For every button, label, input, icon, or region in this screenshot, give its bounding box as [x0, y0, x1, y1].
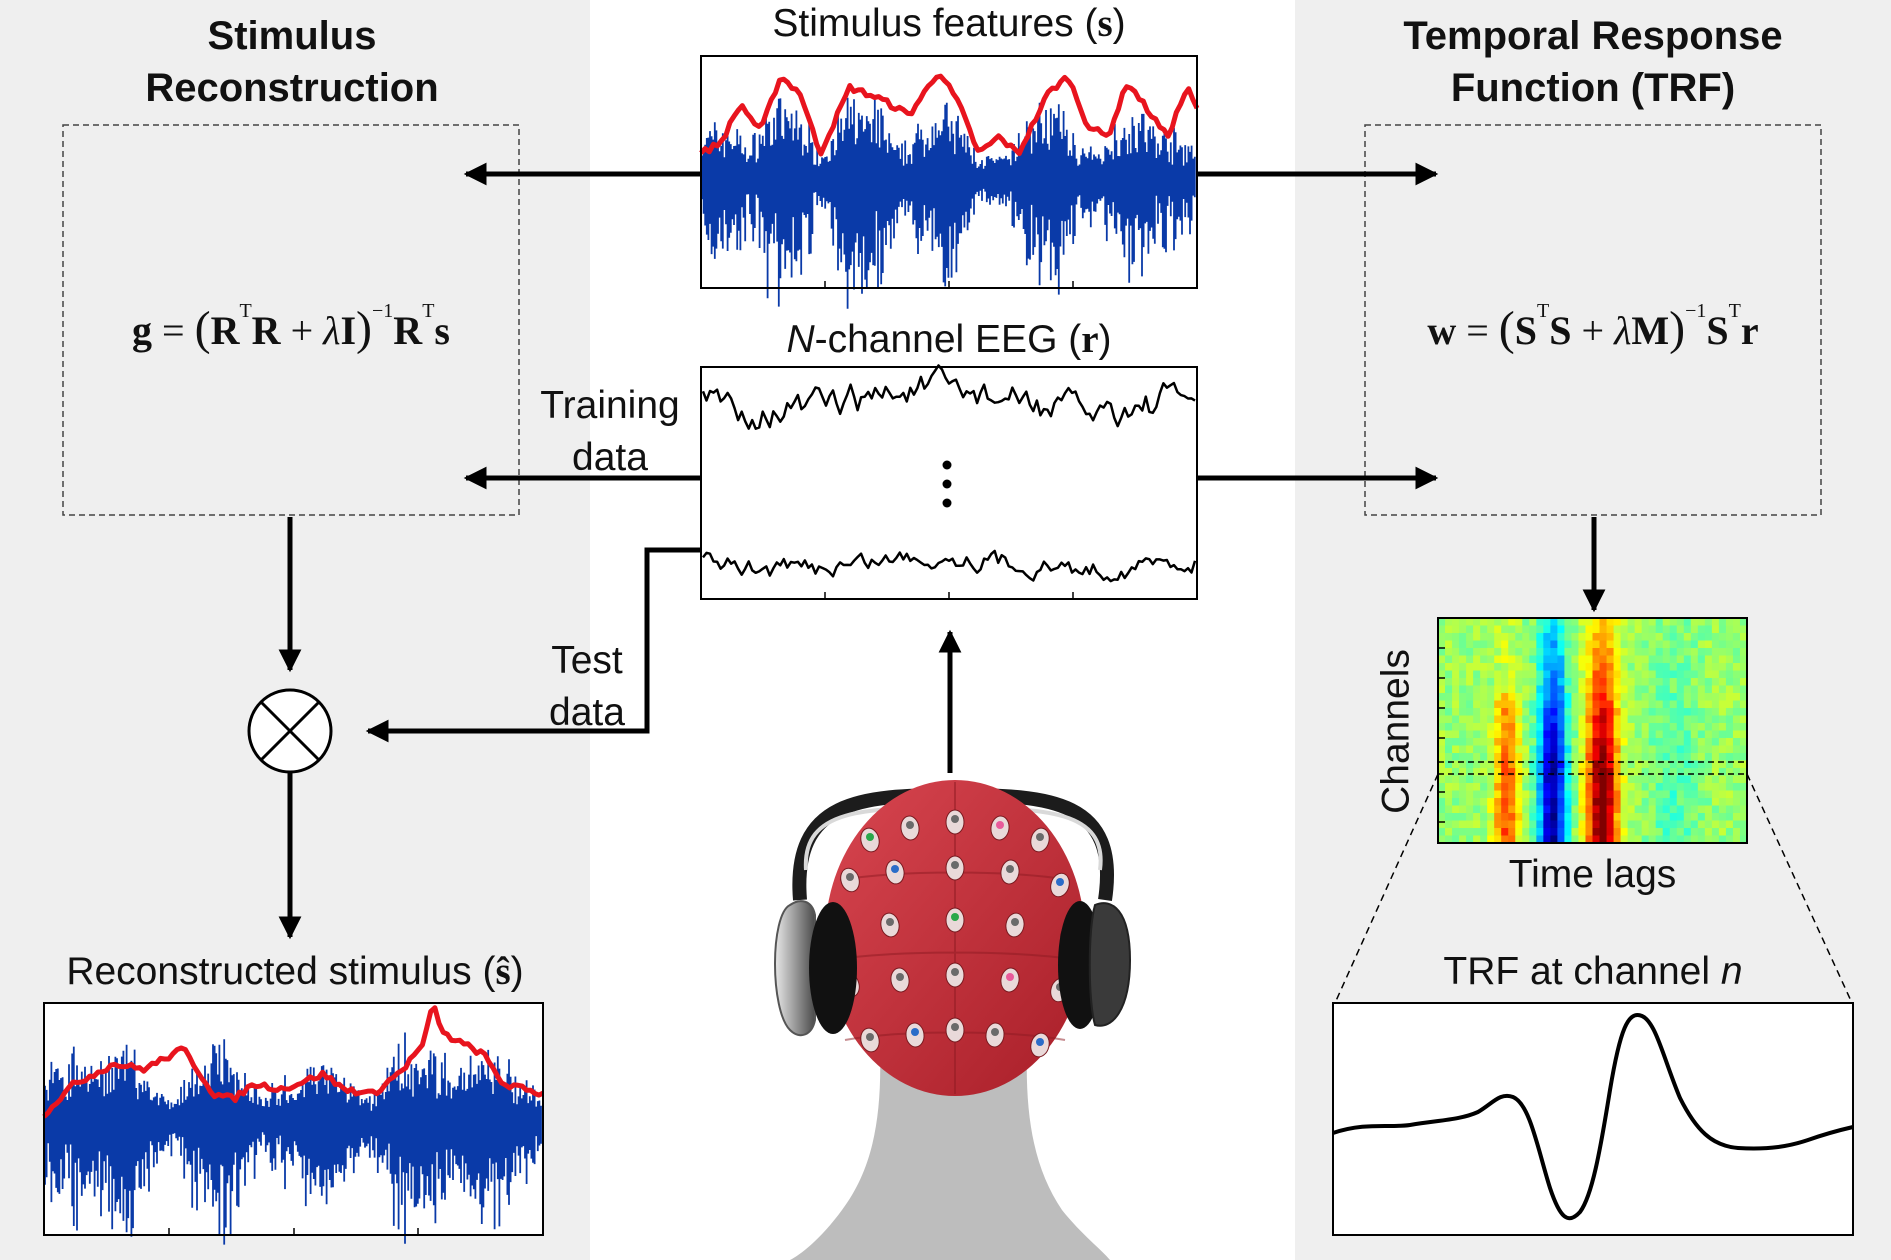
trf-heatmap — [1334, 617, 1853, 1004]
trf-model-box — [1364, 124, 1822, 516]
eeg-channel-count-symbol: N — [786, 318, 815, 361]
left-earcup — [774, 900, 816, 1037]
stimulus-features-plot — [699, 55, 1200, 309]
eeg-label: N-channel EEG (r) — [786, 318, 1112, 361]
eeg-symbol: r — [1081, 318, 1099, 361]
right-panel-title: Temporal Response Function (TRF) — [1365, 10, 1821, 114]
trf-equation: w = (STS + λM)−1STr — [1427, 300, 1759, 355]
zoom-line-right — [1746, 773, 1853, 1004]
left-panel-title: Stimulus Reconstruction — [112, 10, 472, 114]
eeg-ellipsis-dot — [942, 479, 952, 489]
eeg-ellipsis-dot — [942, 498, 952, 508]
multiply-node — [247, 688, 333, 774]
right-title-line1: Temporal Response — [1403, 14, 1783, 58]
trf-channel-plot — [1332, 1002, 1854, 1236]
zoom-line-left — [1334, 773, 1439, 1004]
stimulus-envelope — [699, 73, 1200, 157]
trf-channel-label: TRF at channel n — [1443, 950, 1743, 993]
eeg-plot — [700, 364, 1198, 600]
stimulus-features-label: Stimulus features (s) — [772, 2, 1126, 45]
reconstructed-symbol: ŝ — [495, 950, 511, 993]
neck-silhouette — [790, 1050, 1110, 1260]
flow-arrows — [278, 162, 1606, 940]
eeg-ellipsis-dot — [942, 460, 952, 470]
trf-channel-symbol: n — [1720, 950, 1743, 993]
reconstruction-model-box — [62, 124, 520, 516]
reconstructed-envelope — [42, 1005, 545, 1119]
trf-curve — [1332, 1013, 1854, 1221]
heatmap-ylabel: Channels — [1374, 649, 1418, 814]
heatmap-cells — [1438, 618, 1748, 844]
heatmap-xlabel: Time lags — [1508, 853, 1677, 896]
right-title-line2: Function (TRF) — [1450, 66, 1736, 110]
arrow-test-data — [365, 547, 701, 743]
eeg-trace-bottom — [702, 549, 1197, 583]
left-title-line1: Stimulus — [207, 14, 377, 58]
reconstruction-equation: g = (RTR + λI)−1RTs — [132, 300, 450, 355]
test-data-label: Test data — [549, 639, 625, 734]
training-data-label: Training data — [540, 384, 680, 479]
left-title-line2: Reconstruction — [145, 66, 439, 110]
reconstructed-stimulus-label: Reconstructed stimulus (ŝ) — [66, 950, 524, 993]
reconstructed-stimulus-plot — [42, 1002, 545, 1245]
right-earcup — [1088, 902, 1132, 1027]
head-with-eeg-cap — [774, 780, 1132, 1260]
eeg-trace-top — [701, 364, 1196, 430]
stimulus-symbol: s — [1097, 2, 1113, 45]
